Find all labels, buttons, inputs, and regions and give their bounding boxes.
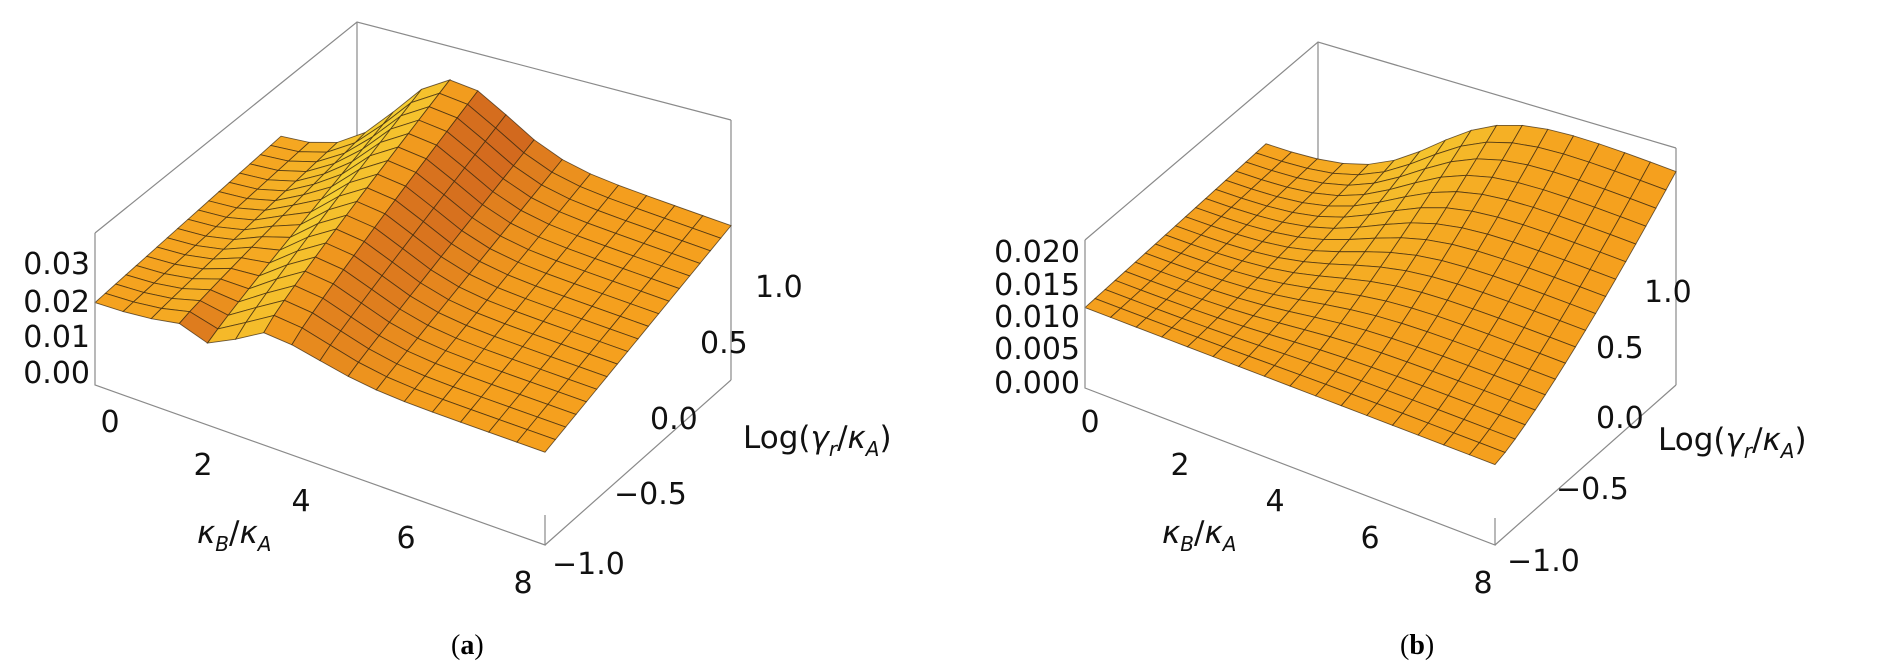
- x-tick-labels-a: 0 2 4 6 8: [100, 405, 532, 601]
- y-tick-label: −0.5: [1556, 472, 1629, 507]
- x-tick-label: 2: [193, 448, 212, 483]
- x-tick-label: 8: [513, 566, 532, 601]
- y-axis-label-a: Log(γr/κA): [743, 420, 892, 461]
- y-tick-label: 1.0: [755, 270, 803, 305]
- x-tick-label: 2: [1170, 448, 1189, 483]
- y-tick-labels-a: −1.0 −0.5 0.0 0.51.0: [552, 270, 803, 582]
- y-tick-label: 1.0: [1644, 275, 1692, 310]
- x-axis-label-b: κB/κA: [1162, 515, 1236, 556]
- y-tick-label: 0.5: [700, 326, 748, 361]
- bounding-box-back: [1084, 41, 1677, 385]
- z-tick-label: 0.010: [994, 300, 1080, 335]
- surface-a: [94, 79, 732, 453]
- surface-patch: [516, 429, 557, 453]
- z-tick-label: 0.03: [23, 247, 90, 282]
- x-tick-label: 4: [1265, 484, 1284, 519]
- z-tick-label: 0.005: [994, 332, 1080, 367]
- x-tick-label: 4: [291, 484, 310, 519]
- panel-label-b: (b): [1400, 630, 1434, 661]
- bounding-box-front: [1084, 240, 1677, 546]
- z-tick-label: 0.020: [994, 235, 1080, 270]
- x-tick-label: 6: [396, 521, 415, 556]
- z-tick-labels-a: 0.000.010.020.03: [23, 247, 90, 391]
- panel-label-a: (a): [451, 630, 484, 661]
- surface-b: [1084, 124, 1677, 466]
- z-tick-label: 0.02: [23, 285, 90, 320]
- y-tick-label: 0.5: [1596, 331, 1644, 366]
- surface-patch: [1468, 442, 1506, 466]
- x-tick-label: 0: [100, 405, 119, 440]
- x-tick-label: 6: [1360, 521, 1379, 556]
- y-axis-label-b: Log(γr/κA): [1658, 422, 1807, 463]
- z-tick-label: 0.01: [23, 320, 90, 355]
- z-tick-label: 0.000: [994, 366, 1080, 401]
- x-axis-label-a: κB/κA: [197, 515, 271, 556]
- z-tick-label: 0.00: [23, 356, 90, 391]
- z-tick-label: 0.015: [994, 268, 1080, 303]
- y-tick-label: −0.5: [614, 477, 687, 512]
- x-tick-labels-b: 0 2 4 6 8: [1080, 405, 1492, 601]
- y-tick-label: 0.0: [650, 402, 698, 437]
- y-tick-label: −1.0: [1507, 544, 1580, 579]
- bounding-box-front: [94, 233, 732, 546]
- x-tick-label: 8: [1473, 566, 1492, 601]
- y-tick-labels-b: −1.0 −0.5 0.0 0.51.0: [1507, 275, 1692, 579]
- x-tick-label: 0: [1080, 405, 1099, 440]
- panel-a-plot: 0.000.010.020.03 0 2 4 6 8 −1.0 −0.5 0.0 0.51.0…: [23, 21, 892, 661]
- y-tick-label: −1.0: [552, 547, 625, 582]
- y-tick-label: 0.0: [1596, 401, 1644, 436]
